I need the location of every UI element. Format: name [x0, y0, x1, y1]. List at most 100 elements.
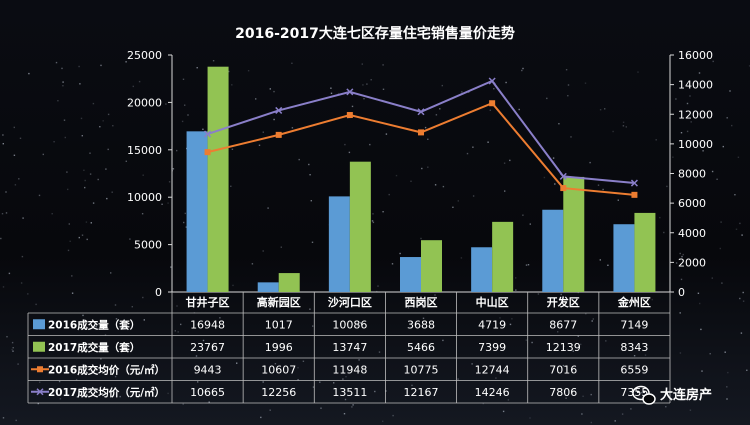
city-light — [427, 393, 429, 395]
city-light — [621, 413, 624, 415]
city-light — [711, 277, 713, 279]
city-light — [63, 119, 66, 121]
city-light — [89, 173, 92, 175]
city-light — [716, 178, 718, 180]
city-light — [5, 191, 7, 193]
city-light — [700, 328, 702, 331]
city-light — [219, 317, 221, 319]
city-light — [167, 392, 169, 395]
city-light — [92, 202, 95, 204]
point-2016-price — [631, 191, 638, 198]
city-light — [58, 380, 61, 383]
data-table: 2016成交量（套） 16948 1017 10086 3688 4719 8677 7149… — [27, 292, 671, 404]
city-light — [726, 398, 728, 400]
city-light — [266, 300, 268, 302]
city-light — [344, 398, 347, 401]
city-light — [84, 186, 86, 189]
city-light — [690, 121, 692, 123]
city-light — [68, 223, 70, 225]
city-light — [602, 188, 604, 191]
city-light — [439, 108, 441, 110]
watermark: 大连房产 — [632, 385, 712, 405]
city-light — [472, 146, 474, 148]
city-light — [460, 257, 463, 259]
city-light — [565, 397, 567, 399]
city-light — [552, 157, 555, 159]
city-light — [62, 81, 64, 83]
point-2017-price — [417, 108, 425, 116]
city-light — [712, 60, 714, 63]
table-cell: 7399 — [478, 341, 506, 354]
city-light — [38, 194, 41, 197]
x-category-label: 高新园区 — [257, 295, 301, 309]
city-light — [359, 322, 362, 324]
city-light — [502, 410, 505, 413]
city-light — [105, 168, 107, 170]
city-light — [441, 84, 443, 87]
city-light — [505, 81, 507, 84]
legend-key-2016-volume — [33, 319, 45, 330]
city-light — [176, 149, 178, 152]
city-light — [726, 386, 728, 388]
city-light — [90, 388, 92, 390]
city-light — [66, 171, 68, 173]
city-light — [141, 213, 144, 215]
city-light — [319, 381, 321, 383]
city-light — [659, 216, 661, 219]
city-light — [132, 85, 134, 88]
city-light — [372, 221, 375, 224]
city-light — [13, 154, 16, 156]
city-light — [363, 98, 365, 100]
city-light — [675, 262, 678, 264]
city-light — [17, 363, 19, 365]
table-cell: 23767 — [190, 341, 225, 354]
city-light — [202, 128, 204, 130]
city-light — [570, 136, 572, 138]
city-light — [125, 160, 127, 162]
city-light — [172, 168, 175, 170]
city-light — [55, 61, 58, 64]
city-light — [37, 402, 39, 405]
city-light — [699, 302, 701, 305]
city-light — [20, 282, 23, 284]
city-light — [651, 298, 653, 301]
point-mark — [559, 172, 567, 180]
y-right-tick-label: 8000 — [678, 168, 706, 181]
city-light — [731, 124, 733, 127]
city-light — [679, 352, 682, 354]
city-light — [95, 325, 97, 328]
city-light — [143, 319, 145, 321]
city-light — [343, 413, 346, 415]
city-light — [741, 234, 743, 236]
y-right-tick-label: 0 — [678, 286, 685, 299]
city-light — [310, 200, 312, 202]
city-light — [515, 289, 517, 291]
city-light — [73, 327, 75, 329]
table-cell: 7149 — [620, 318, 648, 331]
city-light — [79, 83, 81, 85]
city-light — [558, 123, 560, 125]
point-2016-price — [346, 112, 353, 119]
bar-2016-volume — [186, 131, 208, 292]
city-light — [351, 406, 353, 408]
city-light — [8, 272, 11, 275]
city-light — [309, 174, 311, 176]
city-light — [686, 130, 689, 133]
city-light — [291, 62, 293, 64]
city-light — [18, 178, 20, 180]
lines — [204, 77, 638, 198]
city-light — [442, 339, 444, 342]
city-light — [567, 84, 570, 86]
city-light — [53, 141, 55, 143]
city-light — [617, 199, 619, 201]
city-light — [702, 150, 704, 152]
city-light — [422, 317, 425, 319]
bar-2016-volume — [257, 282, 279, 292]
x-category-label: 甘井子区 — [186, 295, 230, 309]
city-light — [320, 407, 322, 409]
city-light — [12, 347, 14, 349]
city-light — [165, 103, 167, 105]
city-light — [129, 238, 131, 240]
city-light — [309, 308, 311, 310]
city-light — [167, 202, 169, 204]
